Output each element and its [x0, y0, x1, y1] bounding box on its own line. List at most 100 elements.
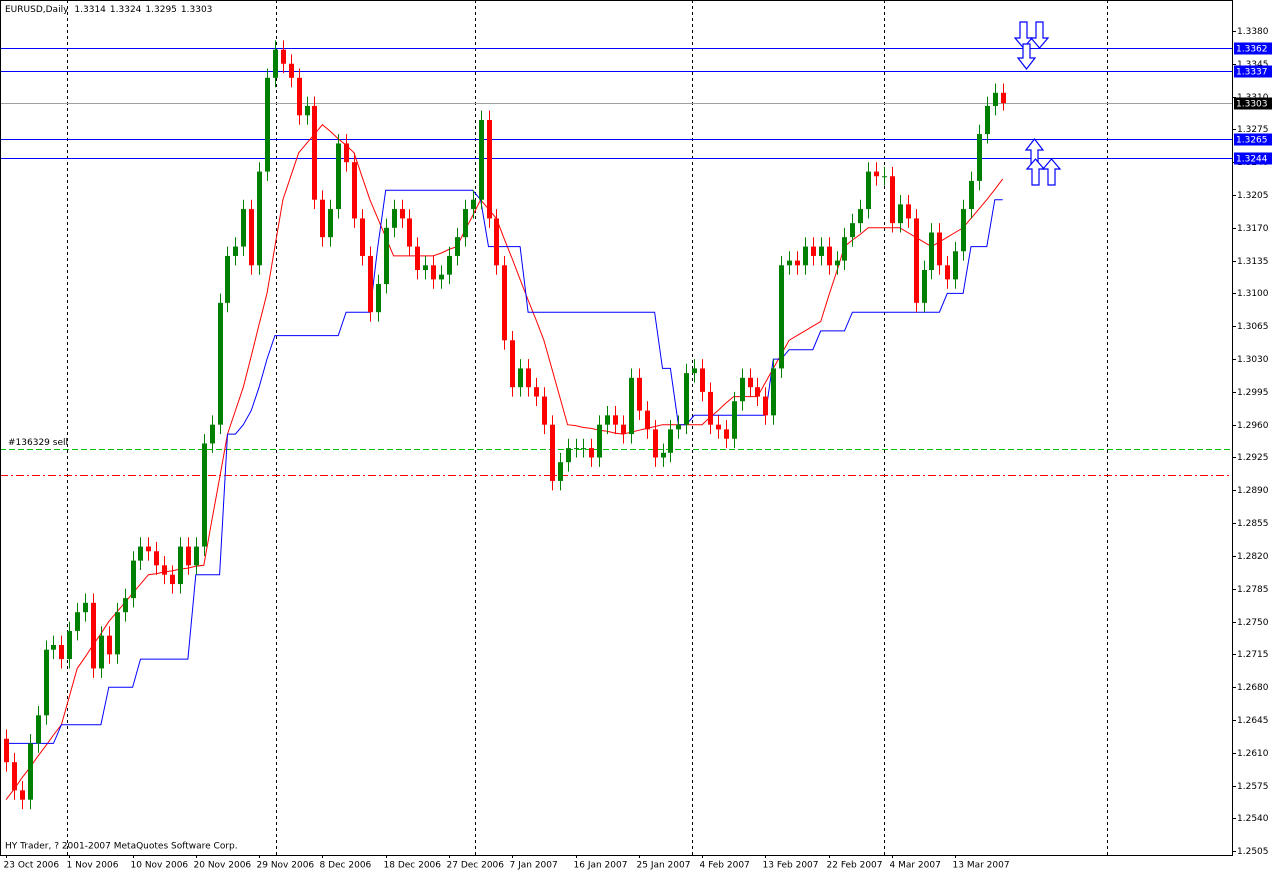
y-tick-label: 1.2540: [1237, 814, 1269, 824]
candle-body: [668, 429, 673, 453]
candle-body: [99, 635, 104, 669]
x-tick-label: 13 Mar 2007: [953, 861, 1010, 871]
candle-body: [661, 452, 666, 458]
candle-body: [985, 105, 990, 135]
candle-body: [653, 429, 658, 458]
candle-body: [305, 105, 310, 116]
candle-body: [779, 265, 784, 369]
x-tick-label: 25 Jan 2007: [637, 861, 691, 871]
chart-header: EURUSD,Daily 1.3314 1.3324 1.3295 1.3303: [5, 5, 212, 15]
candle-body: [732, 401, 737, 439]
y-tick-label: 1.3065: [1237, 322, 1269, 332]
y-tick-label: 1.2820: [1237, 552, 1269, 562]
candle-body: [384, 227, 389, 285]
x-tick-label: 23 Oct 2006: [4, 861, 60, 871]
y-tick-label: 1.2505: [1237, 847, 1269, 857]
candle-body: [708, 391, 713, 425]
candle-body: [676, 424, 681, 430]
candle-body: [581, 448, 586, 450]
candle-body: [471, 199, 476, 210]
candle-body: [202, 443, 207, 547]
candle-body: [257, 171, 262, 266]
candle-body: [850, 223, 855, 238]
candle-body: [542, 396, 547, 425]
candle-body: [771, 368, 776, 416]
symbol: EURUSD,Daily: [5, 5, 69, 15]
candle-body: [977, 134, 982, 181]
candle-body: [914, 218, 919, 303]
y-tick-label: 1.3170: [1237, 224, 1269, 234]
candle-body: [835, 260, 840, 266]
y-tick-label: 1.2890: [1237, 486, 1269, 496]
candle-body: [218, 302, 223, 425]
y-tick-label: 1.3135: [1237, 257, 1269, 267]
candle-body: [439, 274, 444, 280]
candle-body: [969, 180, 974, 210]
candle-body: [890, 176, 895, 224]
candle-body: [684, 373, 689, 425]
level-label-bg: [1234, 65, 1272, 78]
candle-body: [937, 232, 942, 266]
level-label-bg: [1234, 97, 1272, 110]
candle-body: [755, 387, 760, 397]
y-tick-label: 1.2960: [1237, 421, 1269, 431]
x-tick-label: 8 Dec 2006: [320, 861, 372, 871]
candle-body: [811, 246, 816, 256]
candle-body: [645, 410, 650, 430]
x-tick-label: 16 Jan 2007: [574, 861, 628, 871]
candle-body: [12, 762, 17, 791]
candle-body: [748, 377, 753, 388]
candle-body: [392, 209, 397, 228]
candle-body: [842, 237, 847, 261]
y-tick-label: 1.2610: [1237, 749, 1269, 759]
candle-body: [613, 415, 618, 425]
arrow-down: [1013, 21, 1034, 49]
candle-body: [819, 246, 824, 256]
candle-body: [312, 105, 317, 200]
candle-body: [827, 246, 832, 266]
candle-body: [558, 462, 563, 481]
x-tick-label: 1 Nov 2006: [67, 861, 119, 871]
order-label: #136329 sell: [8, 438, 68, 448]
candle-body: [44, 649, 49, 716]
candle-body: [75, 612, 80, 631]
x-tick-label: 10 Nov 2006: [131, 861, 189, 871]
candle-body: [953, 251, 958, 280]
candle-body: [526, 368, 531, 388]
candle-body: [431, 265, 436, 280]
x-tick-label: 27 Dec 2006: [447, 861, 505, 871]
candle-body: [225, 255, 230, 303]
candle-body: [510, 340, 515, 388]
candle-body: [107, 635, 112, 655]
plot-border: [0, 0, 1233, 856]
candle-body: [91, 602, 96, 669]
candle-body: [763, 396, 768, 416]
candle-body: [400, 209, 405, 219]
y-tick-label: 1.3345: [1237, 60, 1269, 70]
candle-body: [423, 265, 428, 270]
candle-body: [320, 199, 325, 238]
arrow-down: [1016, 43, 1037, 70]
candle-body: [922, 270, 927, 303]
last-open: 1.3314: [74, 5, 106, 15]
candle-body: [637, 377, 642, 411]
x-tick-label: 29 Nov 2006: [257, 861, 315, 871]
y-tick-label: 1.3205: [1237, 191, 1269, 201]
candle-body: [368, 255, 373, 313]
candle-body: [858, 209, 863, 224]
candle-body: [550, 424, 555, 481]
candle-body: [83, 602, 88, 613]
y-tick-label: 1.2680: [1237, 683, 1269, 693]
candle-body: [463, 209, 468, 238]
y-tick-label: 1.3030: [1237, 355, 1269, 365]
candle-body: [566, 448, 571, 463]
candle-body: [146, 546, 151, 552]
candle-body: [874, 171, 879, 177]
candle-body: [273, 49, 278, 78]
candle-body: [716, 424, 721, 430]
candle-body: [866, 171, 871, 210]
y-tick-label: 1.2575: [1237, 782, 1269, 792]
candle-body: [945, 265, 950, 280]
